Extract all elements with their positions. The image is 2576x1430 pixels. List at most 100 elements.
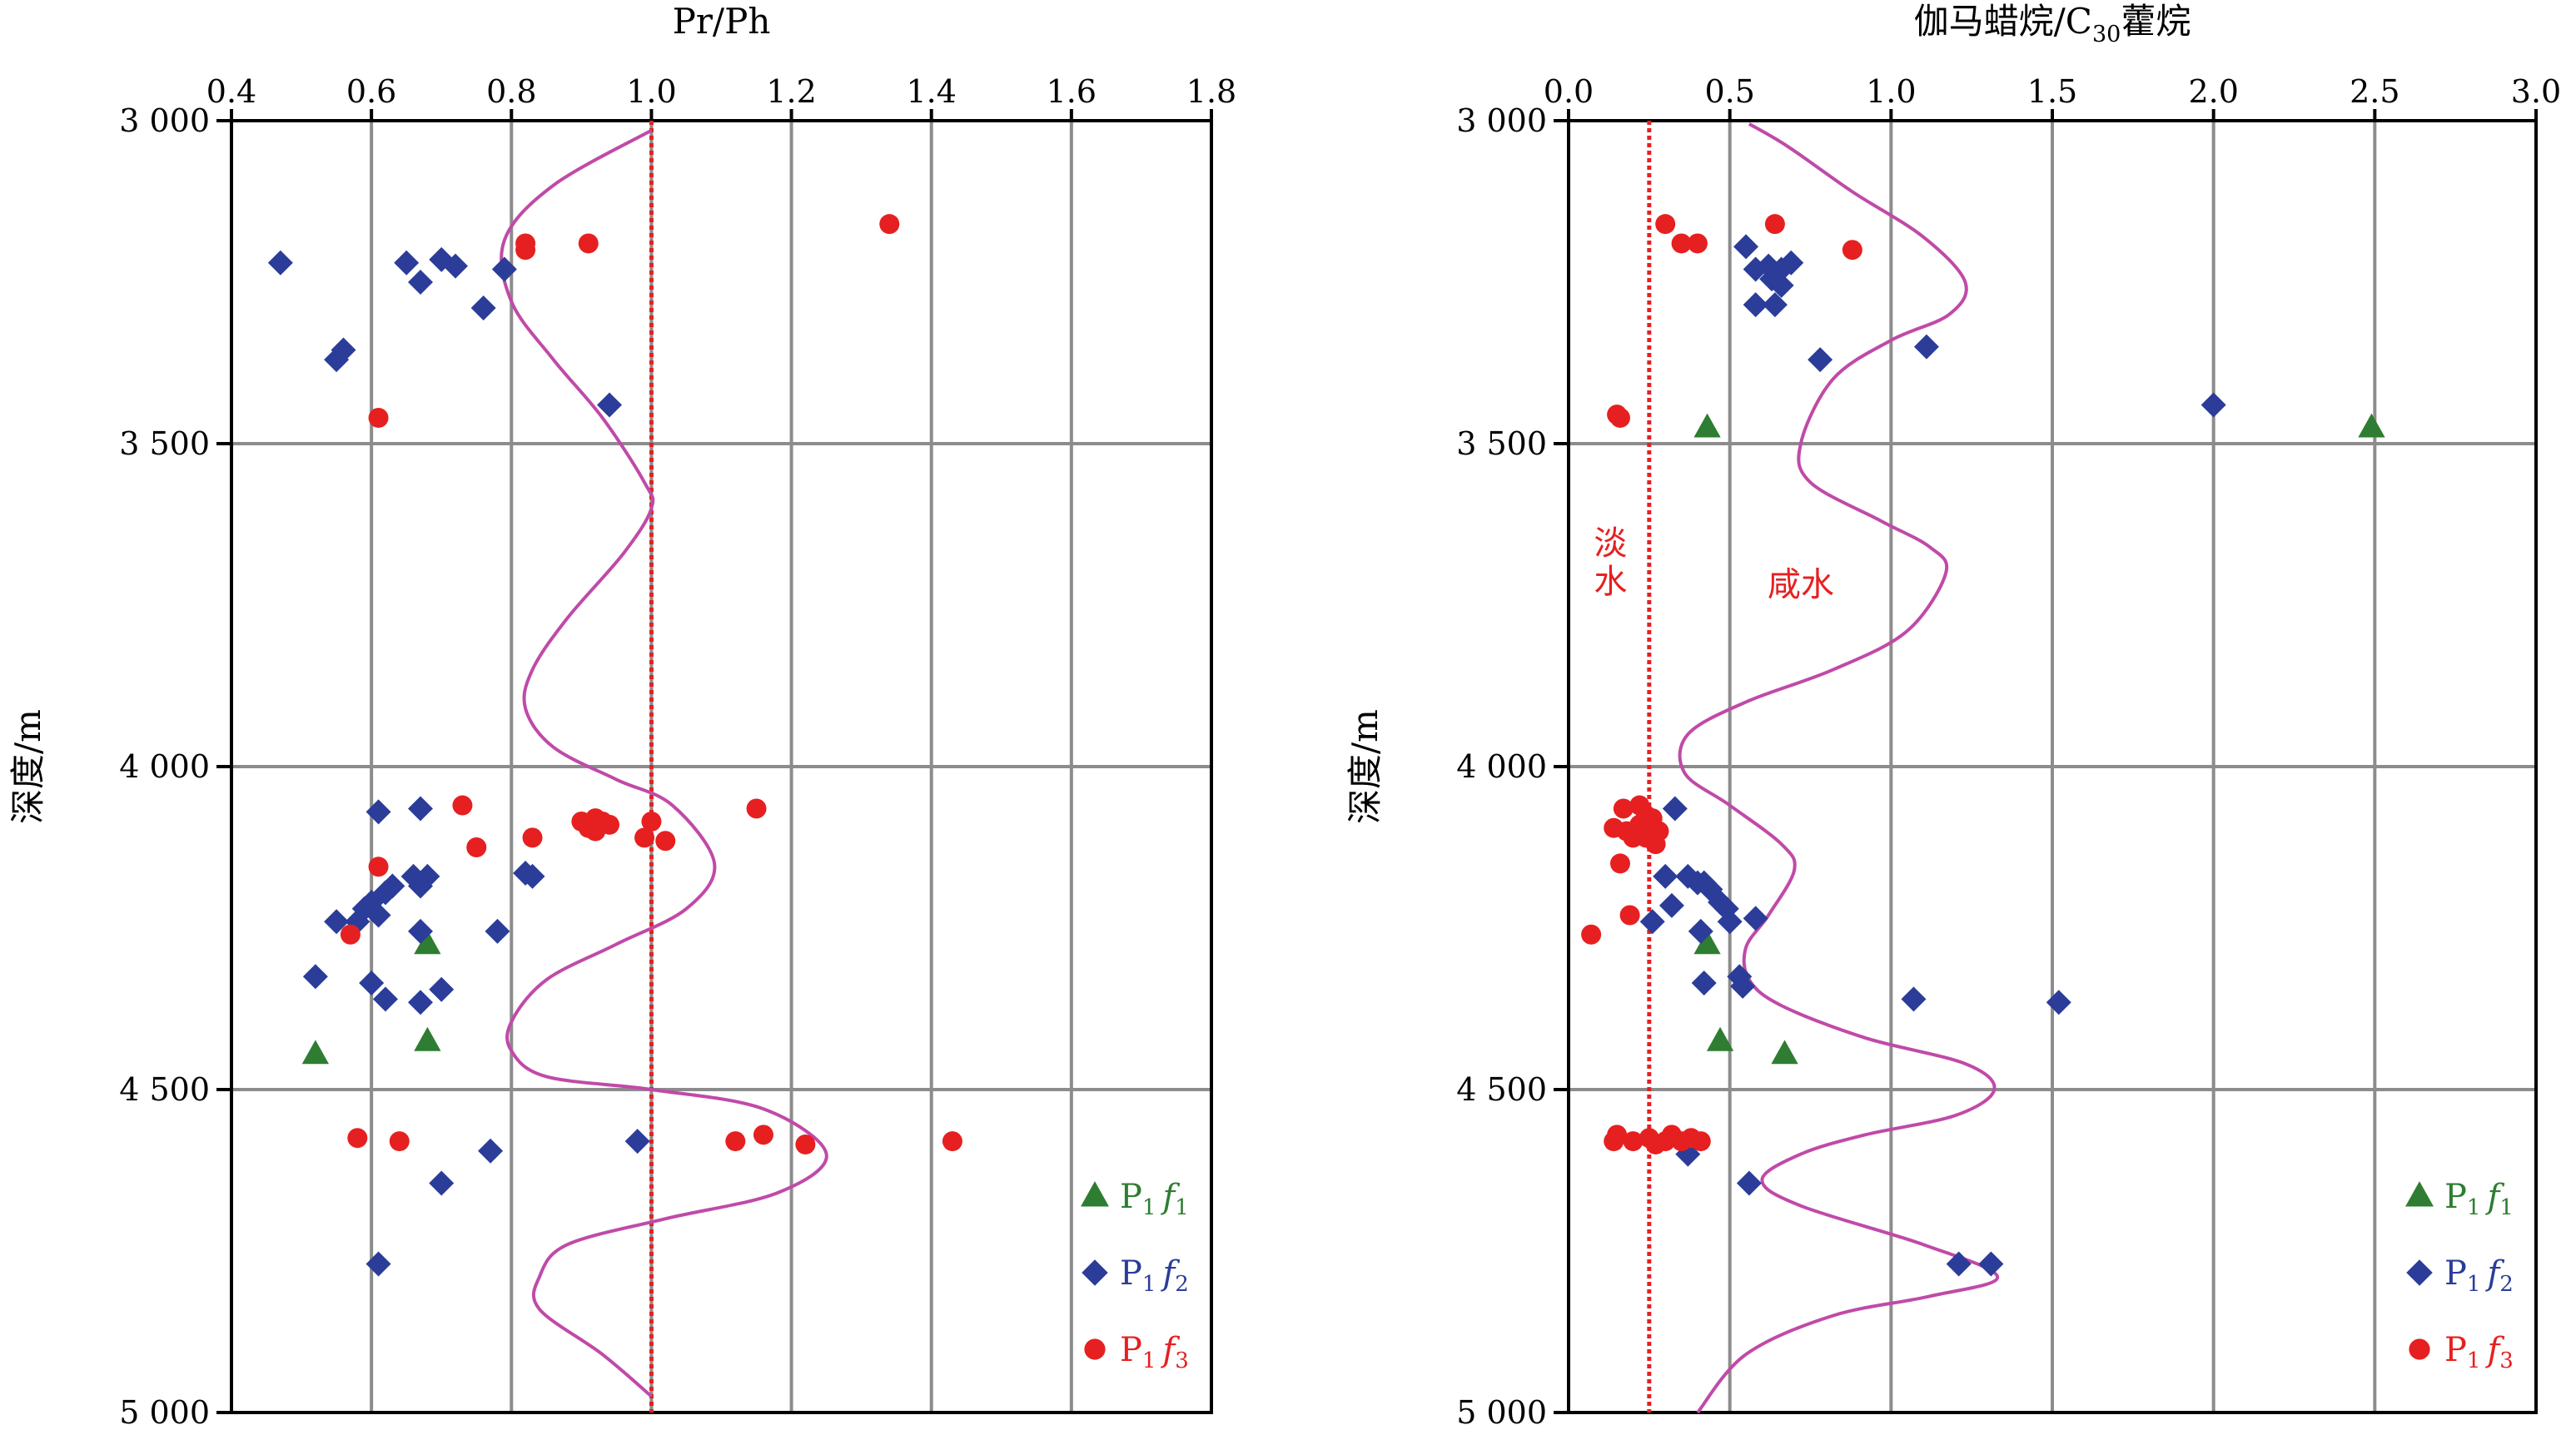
data-point-p1f2 (485, 918, 510, 944)
data-point-p1f2 (1762, 292, 1788, 318)
data-point-p1f3 (452, 795, 473, 816)
data-point-p1f3 (795, 1134, 816, 1154)
annotation-freshwater: 淡水 (1594, 524, 1627, 601)
data-point-p1f3 (1609, 407, 1630, 428)
data-point-p1f2 (491, 256, 517, 282)
data-point-p1f2 (407, 796, 433, 822)
data-point-p1f2 (1730, 973, 1756, 999)
y-tick-label: 5 000 (119, 1394, 210, 1430)
data-point-p1f3 (1619, 905, 1640, 926)
data-point-p1f2 (366, 902, 391, 928)
data-point-p1f2 (1743, 906, 1768, 931)
trend-curve (500, 128, 828, 1398)
legend-label-p1f3: P1 f3 (1120, 1331, 1189, 1373)
data-point-p1f2 (1733, 234, 1759, 260)
data-point-p1f2 (1901, 986, 1927, 1012)
annotation-saltwater: 咸水 (1768, 566, 1834, 604)
data-point-p1f3 (1609, 853, 1630, 874)
data-point-p1f3 (466, 837, 487, 857)
y-tick-label: 3 000 (119, 102, 210, 139)
data-point-p1f2 (1662, 796, 1688, 822)
data-point-p1f3 (1613, 798, 1634, 819)
x-tick-label: 1.6 (1047, 73, 1097, 110)
data-point-p1f3 (522, 827, 543, 848)
data-point-p1f2 (366, 799, 391, 825)
data-point-p1f3 (725, 1131, 746, 1152)
legend-marker-p1f1 (1081, 1181, 1109, 1207)
data-point-p1f2 (407, 918, 433, 944)
x-tick-label: 0.0 (1544, 73, 1594, 110)
data-point-p1f2 (1808, 347, 1833, 373)
data-point-p1f2 (324, 347, 350, 373)
x-tick-label: 1.0 (1866, 73, 1916, 110)
data-point-p1f2 (1691, 970, 1717, 996)
data-point-p1f3 (347, 1128, 368, 1149)
x-tick-label: 2.0 (2188, 73, 2238, 110)
x-tick-label: 1.0 (626, 73, 676, 110)
data-point-p1f3 (1581, 924, 1602, 945)
data-point-p1f2 (1946, 1251, 1972, 1277)
data-point-p1f2 (366, 1251, 391, 1277)
data-point-p1f2 (407, 990, 433, 1015)
legend-label-p1f2: P1 f2 (2444, 1254, 2514, 1297)
legend-marker-p1f3 (1084, 1338, 1106, 1360)
data-point-p1f2 (359, 970, 385, 996)
x-tick-label: 1.5 (2027, 73, 2077, 110)
data-point-p1f1 (414, 930, 441, 955)
data-point-p1f2 (372, 986, 398, 1012)
y-tick-label: 4 500 (119, 1071, 210, 1108)
data-point-p1f3 (655, 831, 676, 852)
data-point-p1f2 (2046, 990, 2071, 1015)
data-point-p1f3 (1623, 1131, 1644, 1152)
data-point-p1f2 (1639, 909, 1665, 935)
data-point-p1f2 (1978, 1251, 2004, 1277)
data-point-p1f2 (415, 863, 440, 889)
data-point-p1f2 (267, 250, 293, 276)
data-point-p1f3 (753, 1125, 773, 1145)
x-tick-label: 0.5 (1704, 73, 1754, 110)
legend-label-p1f3: P1 f3 (2444, 1331, 2514, 1373)
x-tick-label: 1.4 (906, 73, 956, 110)
data-point-p1f2 (324, 909, 350, 935)
data-point-p1f2 (1736, 1170, 1762, 1196)
legend-marker-p1f2 (2406, 1259, 2433, 1286)
data-point-p1f3 (578, 233, 599, 254)
y-tick-label: 4 000 (1456, 748, 1547, 785)
x-tick-label: 0.8 (486, 73, 536, 110)
y-axis-label: 深度/m (7, 709, 48, 824)
data-point-p1f3 (1645, 834, 1666, 855)
data-point-p1f2 (1743, 292, 1768, 318)
data-point-p1f2 (429, 976, 455, 1002)
data-point-p1f2 (429, 1170, 455, 1196)
data-point-p1f1 (414, 1026, 441, 1051)
data-point-p1f3 (1604, 817, 1624, 838)
legend-marker-p1f1 (2405, 1181, 2434, 1207)
data-point-p1f3 (634, 827, 655, 848)
data-point-p1f2 (394, 250, 420, 276)
data-point-p1f2 (1768, 272, 1794, 298)
data-point-p1f3 (1690, 1131, 1711, 1152)
panel-title: Pr/Ph (673, 1, 771, 42)
data-point-p1f1 (1771, 1040, 1798, 1065)
data-point-p1f2 (407, 270, 433, 295)
y-tick-label: 4 000 (119, 748, 210, 785)
data-point-p1f3 (879, 214, 900, 235)
data-point-p1f2 (1688, 918, 1713, 944)
x-tick-label: 0.6 (346, 73, 396, 110)
data-point-p1f1 (1693, 413, 1721, 438)
data-point-p1f2 (443, 253, 469, 279)
x-tick-label: 1.2 (766, 73, 816, 110)
data-point-p1f1 (1693, 930, 1721, 955)
x-tick-label: 3.0 (2511, 73, 2561, 110)
legend-marker-p1f2 (1082, 1259, 1108, 1286)
data-point-p1f2 (302, 964, 328, 990)
data-point-p1f3 (641, 811, 662, 832)
data-point-p1f2 (1653, 863, 1678, 889)
data-point-p1f2 (1658, 892, 1684, 918)
data-point-p1f2 (2201, 392, 2226, 418)
data-point-p1f3 (1687, 233, 1708, 254)
legend-label-p1f2: P1 f2 (1120, 1254, 1189, 1297)
data-point-p1f1 (301, 1040, 330, 1065)
y-axis-label: 深度/m (1345, 709, 1385, 824)
